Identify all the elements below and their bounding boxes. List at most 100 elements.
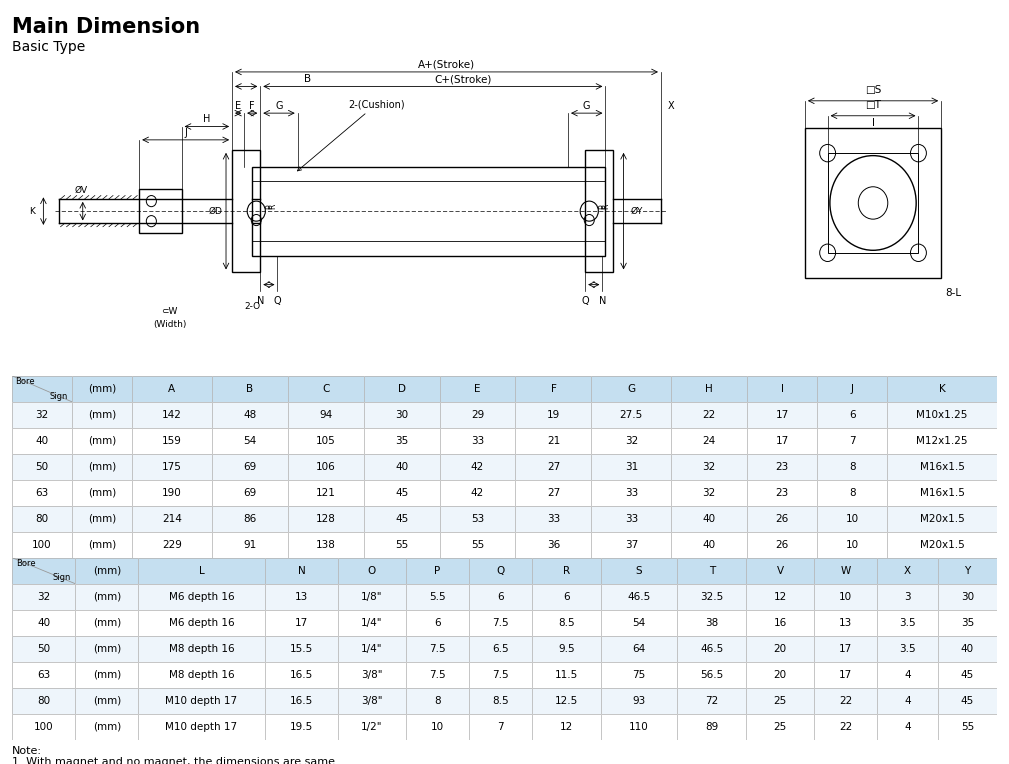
Text: 17: 17	[776, 410, 789, 420]
Text: T: T	[708, 565, 715, 576]
Text: (Width): (Width)	[152, 320, 187, 329]
Text: 11.5: 11.5	[555, 669, 578, 680]
Text: 33: 33	[625, 513, 638, 524]
Bar	[827, 153, 918, 253]
Text: 20: 20	[774, 643, 787, 654]
Text: 8-L: 8-L	[945, 288, 962, 298]
Text: 8: 8	[849, 487, 856, 498]
Text: N: N	[256, 296, 264, 306]
Text: 16.5: 16.5	[290, 695, 313, 706]
Text: M8 depth 16: M8 depth 16	[169, 669, 234, 680]
Text: 19.5: 19.5	[290, 721, 313, 732]
Text: 40: 40	[35, 435, 48, 446]
Text: 142: 142	[162, 410, 182, 420]
Text: H: H	[705, 384, 713, 394]
Text: R: R	[563, 565, 570, 576]
Text: (mm): (mm)	[93, 617, 121, 628]
Text: 54: 54	[633, 617, 646, 628]
Text: P: P	[265, 204, 274, 209]
Text: □T: □T	[865, 99, 881, 109]
Text: (mm): (mm)	[88, 539, 116, 550]
Text: 27: 27	[547, 487, 560, 498]
Text: 6: 6	[563, 591, 570, 602]
Text: 8: 8	[434, 695, 441, 706]
Text: (mm): (mm)	[93, 591, 121, 602]
Text: 55: 55	[395, 539, 409, 550]
Text: Main Dimension: Main Dimension	[12, 17, 200, 37]
Text: 50: 50	[37, 643, 50, 654]
Text: 33: 33	[547, 513, 560, 524]
Text: 26: 26	[776, 513, 789, 524]
Text: 4: 4	[904, 669, 911, 680]
Text: 46.5: 46.5	[628, 591, 651, 602]
Text: 48: 48	[243, 410, 256, 420]
Text: 6: 6	[497, 591, 503, 602]
Text: 26: 26	[776, 539, 789, 550]
Text: 69: 69	[243, 461, 256, 472]
Text: 7: 7	[497, 721, 503, 732]
Text: 4: 4	[904, 695, 911, 706]
Text: 55: 55	[961, 721, 974, 732]
Text: 10: 10	[846, 513, 859, 524]
Text: L: L	[199, 565, 205, 576]
Text: 75: 75	[633, 669, 646, 680]
Text: S: S	[636, 565, 643, 576]
Text: J: J	[851, 384, 854, 394]
Text: 110: 110	[630, 721, 649, 732]
Text: 3/8": 3/8"	[361, 669, 382, 680]
Text: 17: 17	[838, 669, 852, 680]
Text: H: H	[203, 115, 211, 125]
Text: 9.5: 9.5	[558, 643, 575, 654]
Text: 40: 40	[961, 643, 974, 654]
Text: 50: 50	[35, 461, 48, 472]
Text: W: W	[840, 565, 851, 576]
Text: (mm): (mm)	[88, 410, 116, 420]
Bar	[585, 150, 613, 273]
Text: ØV: ØV	[74, 186, 88, 194]
Text: 1/4": 1/4"	[361, 617, 382, 628]
Text: 24: 24	[702, 435, 715, 446]
Text: 128: 128	[316, 513, 336, 524]
Text: 45: 45	[395, 487, 409, 498]
Text: 55: 55	[471, 539, 484, 550]
Text: 89: 89	[705, 721, 718, 732]
Text: G: G	[275, 101, 283, 111]
Text: 17: 17	[776, 435, 789, 446]
Bar	[805, 128, 941, 277]
Text: 32: 32	[702, 487, 715, 498]
Text: 8.5: 8.5	[492, 695, 509, 706]
Text: 20: 20	[774, 669, 787, 680]
Text: 32: 32	[702, 461, 715, 472]
Text: 10: 10	[846, 539, 859, 550]
Text: M10 depth 17: M10 depth 17	[165, 695, 237, 706]
Text: 30: 30	[396, 410, 409, 420]
Text: M20x1.5: M20x1.5	[919, 513, 965, 524]
Text: Sign: Sign	[49, 392, 68, 400]
Text: 72: 72	[705, 695, 718, 706]
Text: 32: 32	[625, 435, 638, 446]
Text: 80: 80	[35, 513, 48, 524]
Text: 7.5: 7.5	[429, 643, 446, 654]
Text: 6: 6	[434, 617, 441, 628]
Text: 31: 31	[625, 461, 638, 472]
Text: 45: 45	[395, 513, 409, 524]
Text: 17: 17	[838, 643, 852, 654]
Text: M10x1.25: M10x1.25	[916, 410, 968, 420]
Text: A: A	[169, 384, 176, 394]
Bar	[139, 189, 182, 234]
Text: 138: 138	[316, 539, 336, 550]
Text: 33: 33	[471, 435, 484, 446]
Bar	[232, 150, 260, 273]
Text: 175: 175	[162, 461, 182, 472]
Text: ØY: ØY	[631, 206, 643, 215]
Text: 40: 40	[702, 513, 715, 524]
Text: (mm): (mm)	[88, 513, 116, 524]
Text: 17: 17	[295, 617, 308, 628]
Text: 159: 159	[162, 435, 182, 446]
Text: 4: 4	[904, 721, 911, 732]
Text: 190: 190	[162, 487, 182, 498]
Text: G: G	[583, 101, 590, 111]
Text: (mm): (mm)	[93, 643, 121, 654]
Text: 1/8": 1/8"	[361, 591, 382, 602]
Text: J: J	[185, 128, 187, 138]
